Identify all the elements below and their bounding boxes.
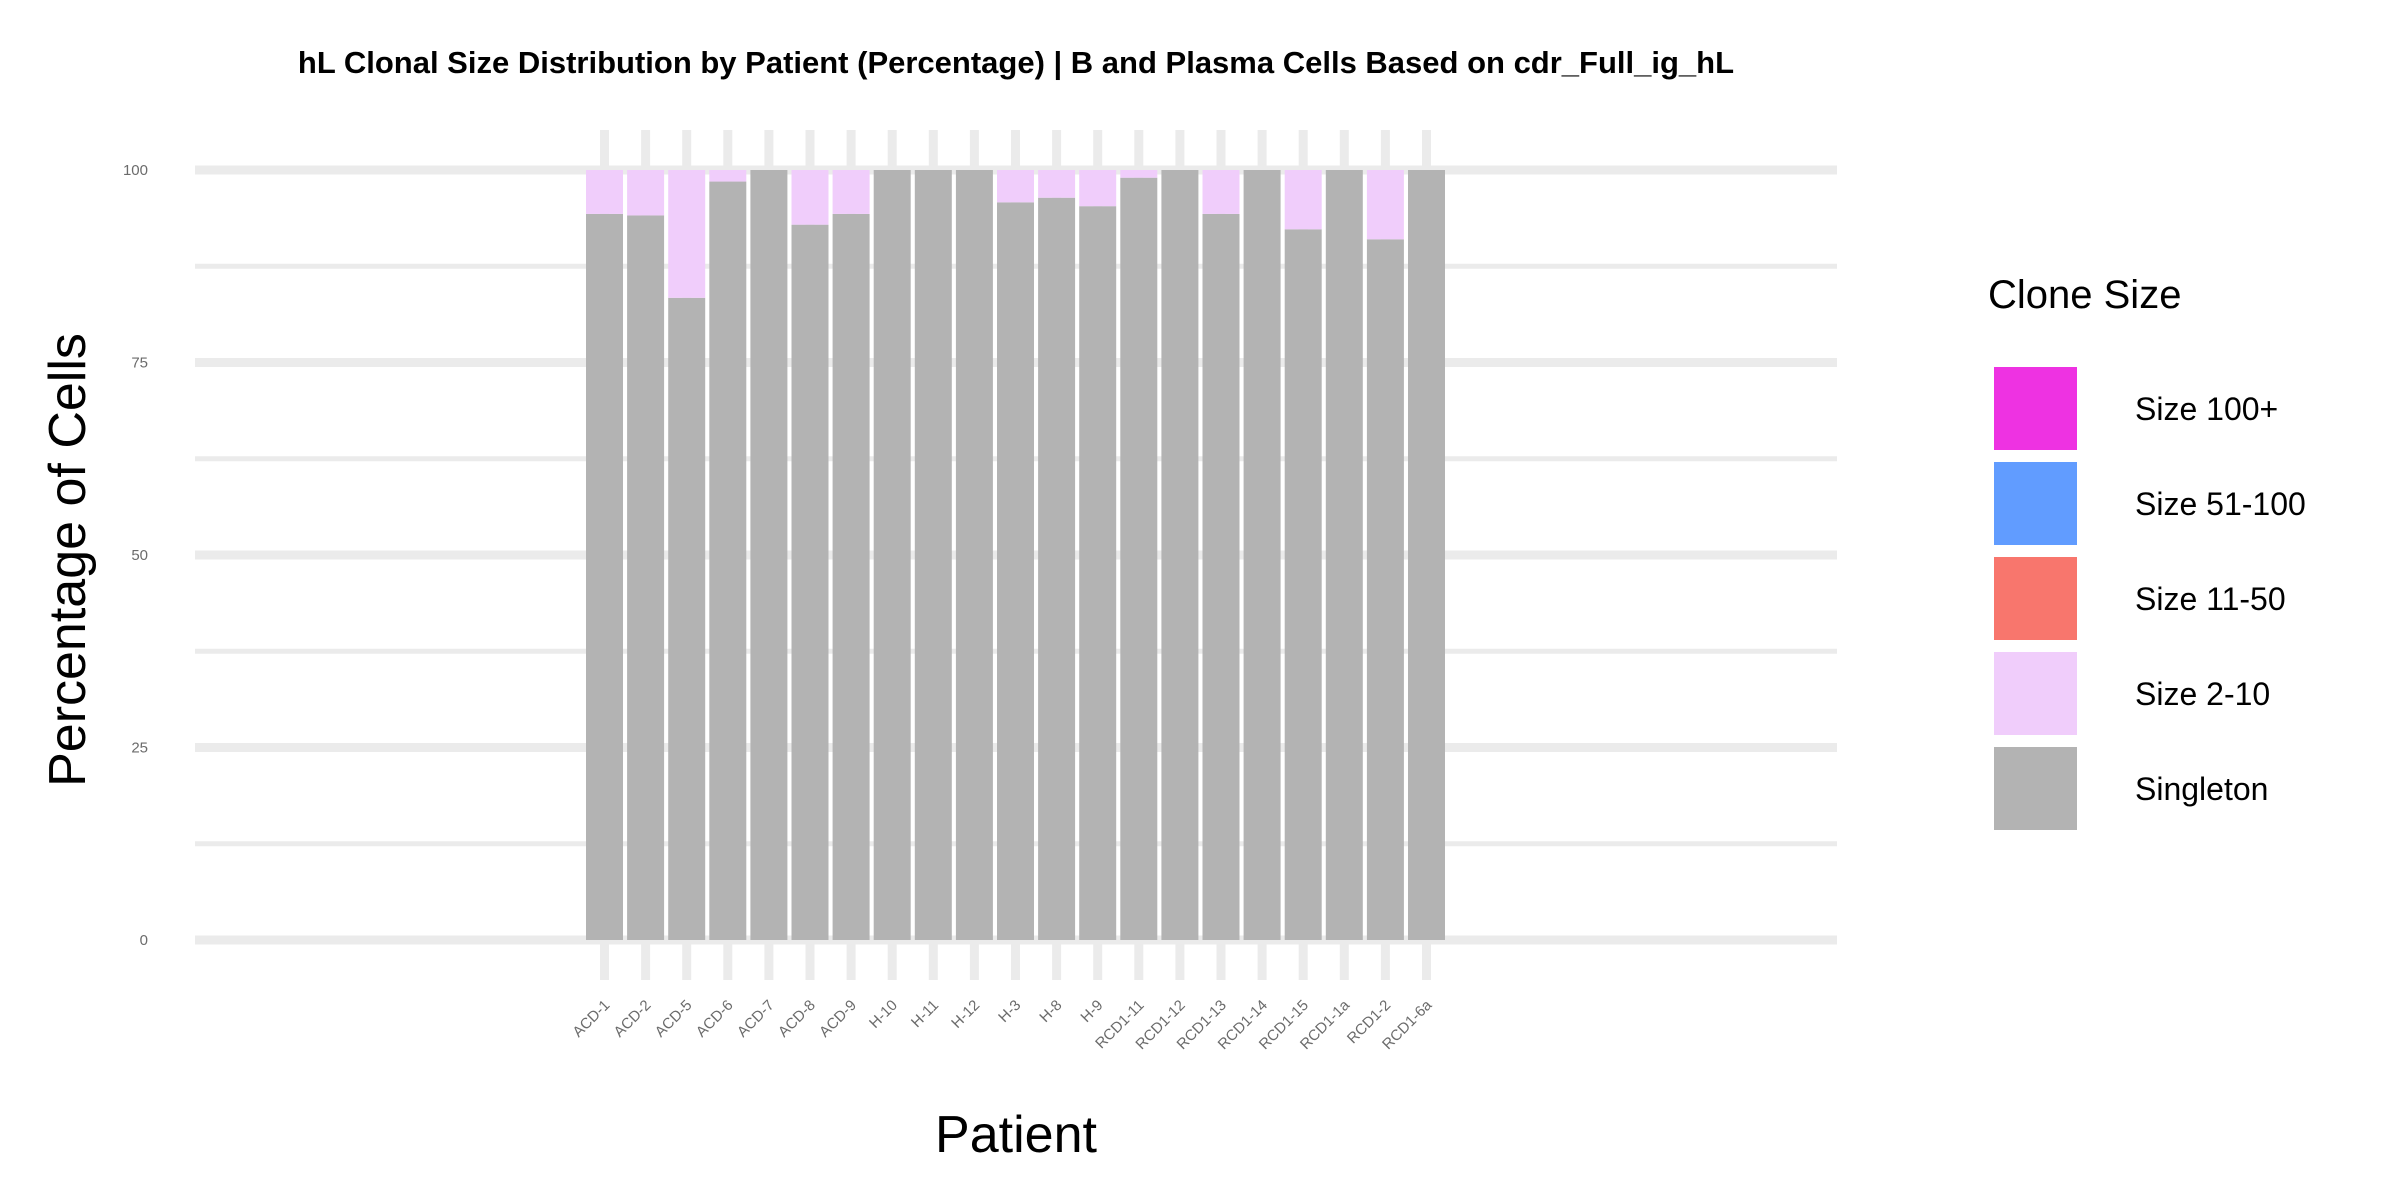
bar-segment <box>1120 170 1158 178</box>
bar-segment <box>1038 170 1076 198</box>
chart-title: hL Clonal Size Distribution by Patient (… <box>298 45 1734 80</box>
bar-segment <box>1038 197 1076 941</box>
bar-segment <box>1366 170 1404 240</box>
bar-segment <box>1202 213 1240 940</box>
legend-swatch <box>1994 462 2077 545</box>
bar-segment <box>750 170 788 940</box>
bar-segment <box>832 213 870 940</box>
legend-swatch <box>1994 557 2077 640</box>
legend-items: Size 100+ Size 51-100 Size 11-50 Size 2-10 S… <box>1994 367 2306 830</box>
bar-segment <box>1079 170 1117 207</box>
bar-segment <box>668 297 706 940</box>
bar-segment <box>1161 170 1199 940</box>
legend-swatch <box>1994 747 2077 830</box>
bar-segment <box>627 170 665 216</box>
bar-segment <box>1243 170 1281 940</box>
bar-segment <box>1366 239 1404 941</box>
bar-segment <box>586 170 623 214</box>
legend-title: Clone Size <box>1988 273 2181 317</box>
bar-segment <box>586 213 623 940</box>
y-tick-label: 0 <box>140 932 148 949</box>
bar-segment <box>627 215 665 940</box>
legend-swatch <box>1994 652 2077 735</box>
y-tick-label: 50 <box>131 547 148 564</box>
y-tick-label: 75 <box>131 355 148 372</box>
bar-segment <box>1408 170 1445 940</box>
bar-segment <box>1079 206 1117 940</box>
bars <box>586 170 1445 941</box>
bar-segment <box>791 170 829 225</box>
bar-segment <box>1202 170 1240 214</box>
x-axis-title: Patient <box>935 1106 1097 1164</box>
legend-label: Singleton <box>2135 771 2268 807</box>
y-tick-labels: 0 25 50 75 100 <box>123 162 148 949</box>
bar-segment <box>1325 170 1363 940</box>
y-tick-label: 100 <box>123 162 148 179</box>
legend-swatch <box>1994 367 2077 450</box>
bar-segment <box>791 224 829 941</box>
bar-segment <box>832 170 870 214</box>
legend-label: Size 51-100 <box>2135 486 2306 522</box>
bar-segment <box>709 181 747 941</box>
bar-segment <box>1284 170 1322 230</box>
y-axis-title: Percentage of Cells <box>39 333 97 787</box>
bar-segment <box>668 170 706 298</box>
legend-label: Size 11-50 <box>2135 581 2286 617</box>
bar-segment <box>997 202 1034 941</box>
legend: Clone Size Size 100+ Size 51-100 Size 11-5… <box>1988 273 2306 830</box>
bar-segment <box>873 170 911 940</box>
bar-segment <box>1120 177 1158 940</box>
legend-label: Size 2-10 <box>2135 676 2270 712</box>
bar-segment <box>1284 229 1322 941</box>
bar-segment <box>997 170 1034 203</box>
y-tick-label: 25 <box>131 740 148 757</box>
bar-segment <box>955 170 993 940</box>
bar-segment <box>709 170 747 182</box>
legend-label: Size 100+ <box>2135 391 2278 427</box>
bar-segment <box>914 170 952 940</box>
